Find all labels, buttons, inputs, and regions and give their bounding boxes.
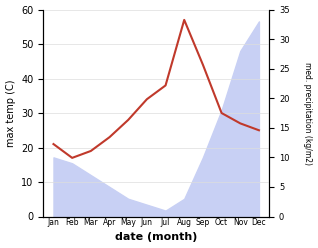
X-axis label: date (month): date (month) xyxy=(115,232,197,243)
Y-axis label: med. precipitation (kg/m2): med. precipitation (kg/m2) xyxy=(303,62,313,164)
Y-axis label: max temp (C): max temp (C) xyxy=(5,79,16,147)
